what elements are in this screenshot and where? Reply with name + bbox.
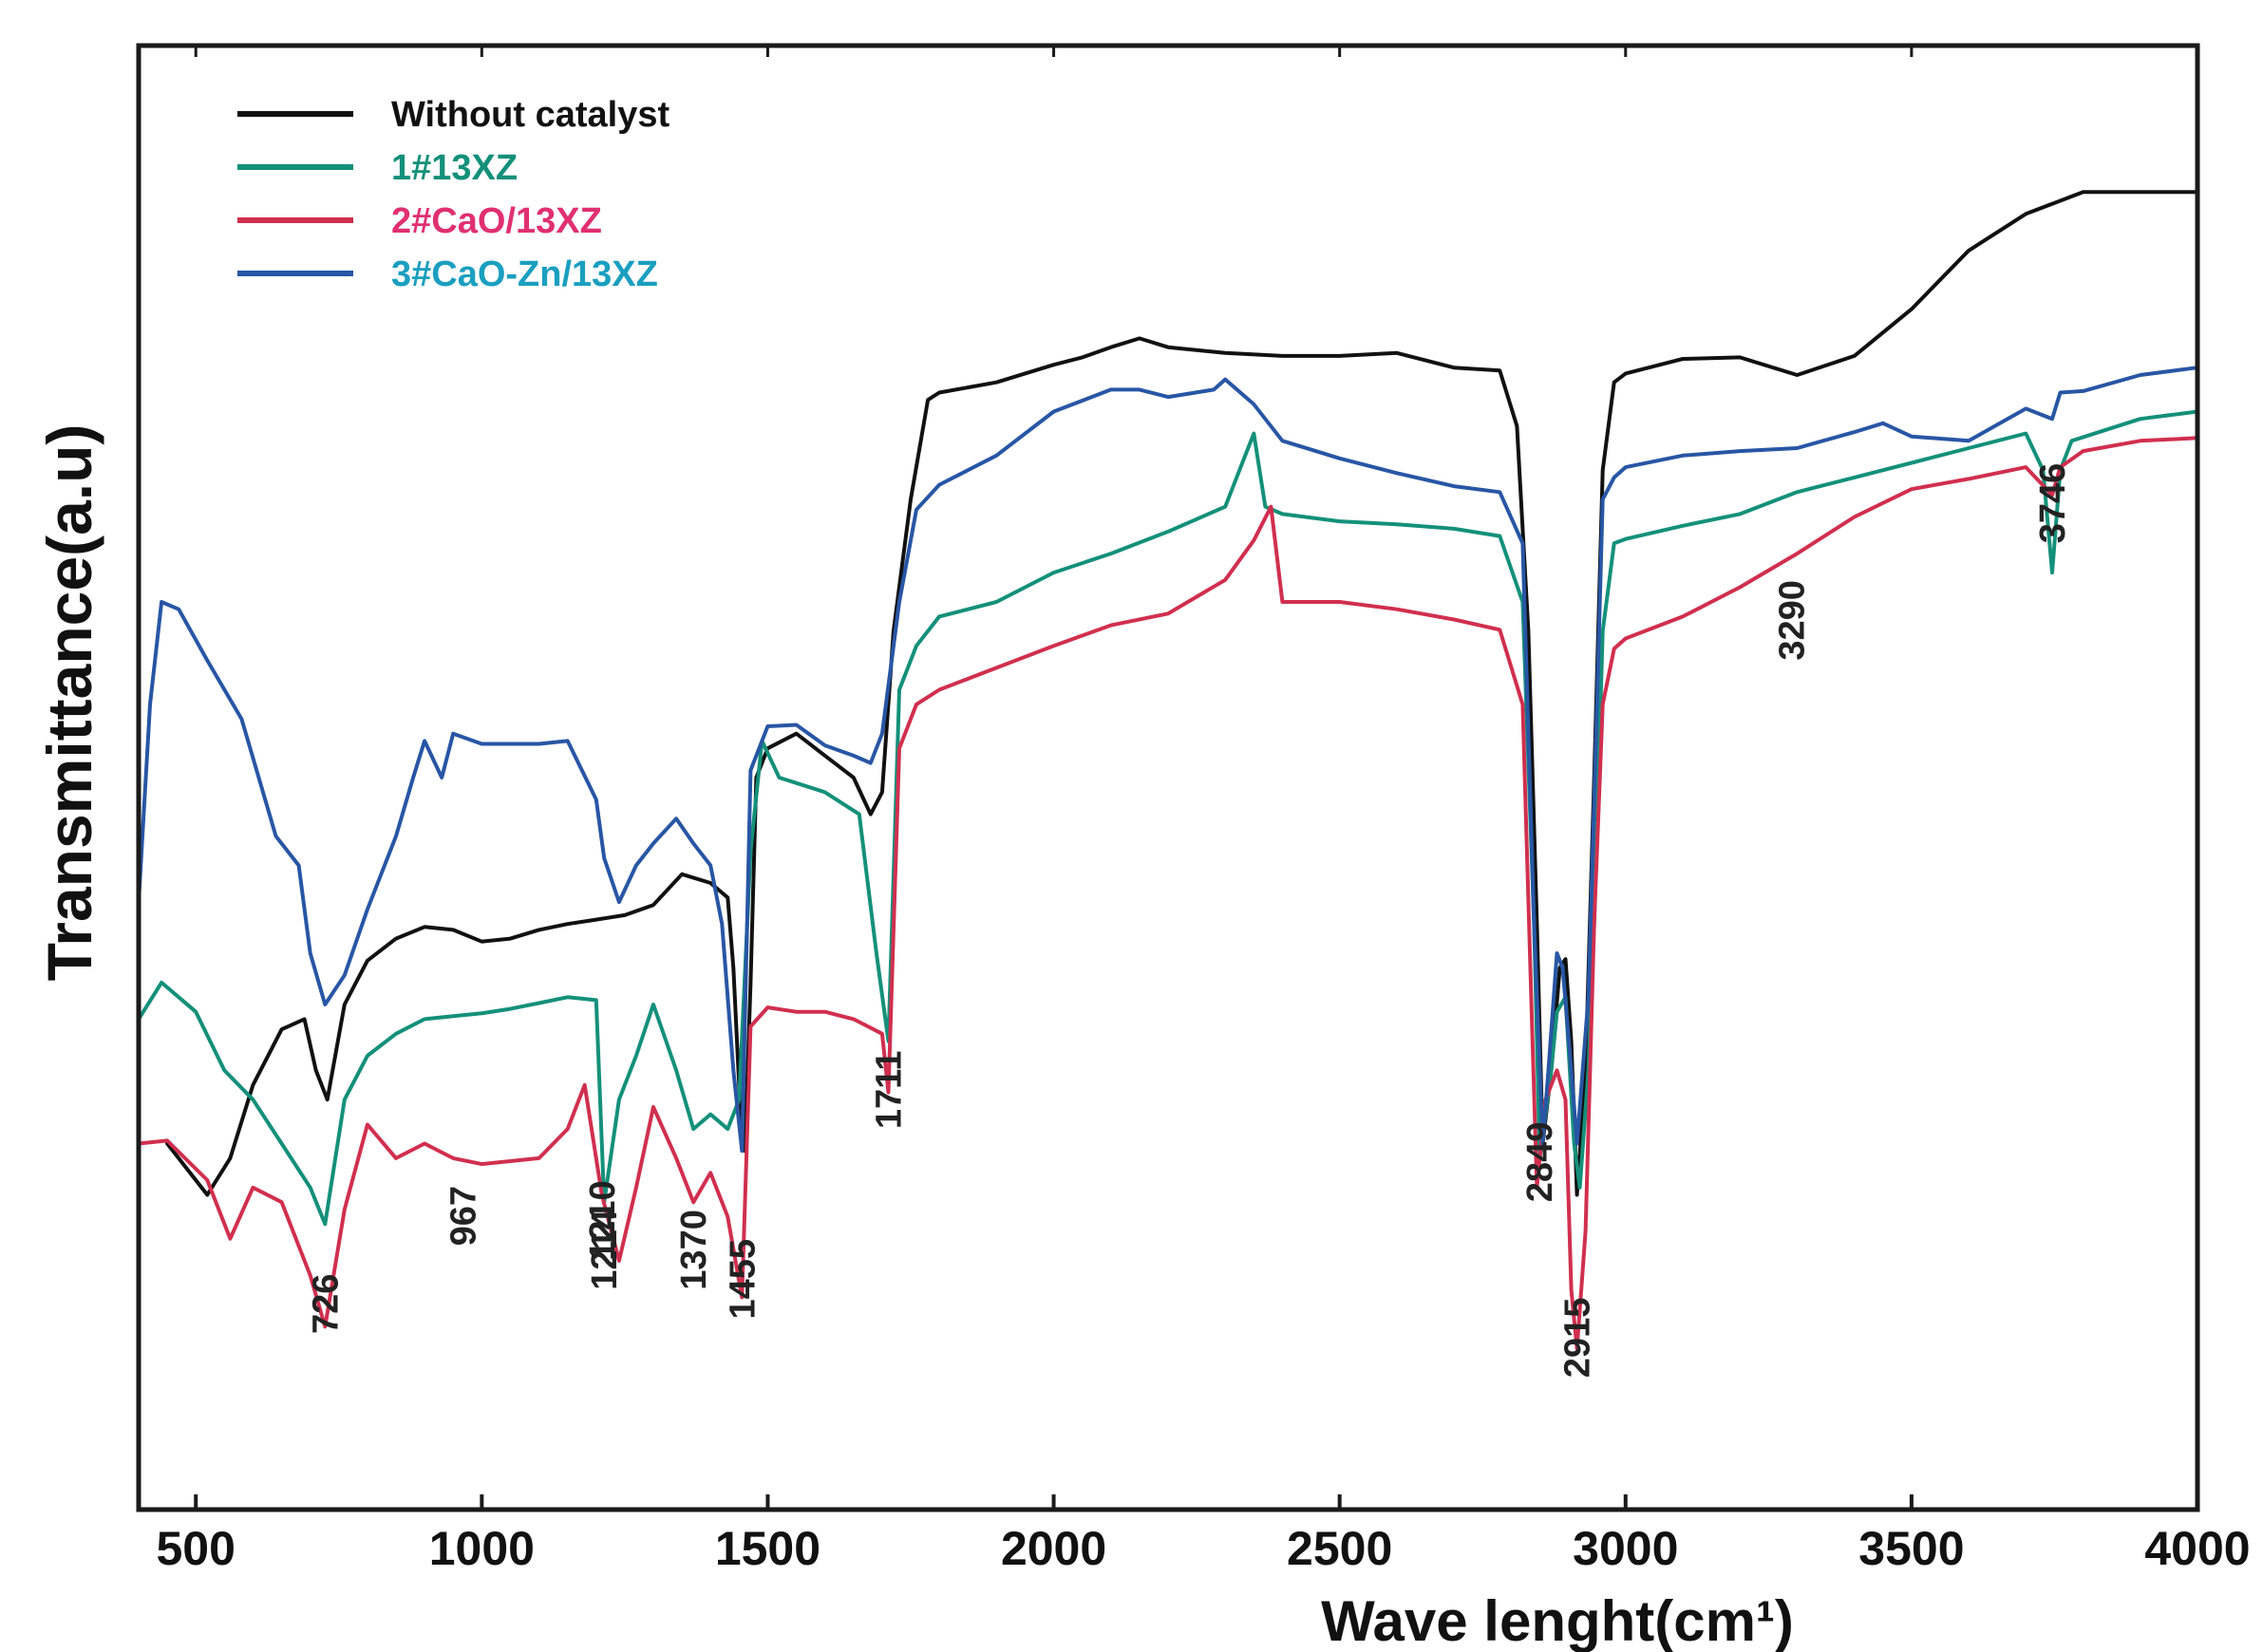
y-axis-title: Transmittance(a.u) [34, 424, 104, 982]
peak-label-1711: 1711 [870, 1051, 910, 1129]
peak-label-1210: 1210 [583, 1180, 623, 1261]
x-axis-title: Wave lenght(cm¹) [1321, 1589, 1794, 1652]
peak-label-1455: 1455 [723, 1239, 763, 1320]
x-axis: 500 1000 1500 2000 2500 3000 3500 4000 [157, 46, 2251, 1575]
x-tick-label: 4000 [2144, 1522, 2250, 1575]
series-line-2-cao-13xz [137, 436, 2199, 1351]
legend-label-without-catalyst: Without catalyst [391, 95, 669, 135]
series-line-1-13xz [137, 409, 2199, 1227]
x-tick-label: 1500 [715, 1522, 820, 1575]
legend-label-2-cao-13xz: 2#CaO/13XZ [391, 201, 602, 241]
peak-label-3290: 3290 [1772, 580, 1812, 661]
plot-frame [136, 43, 2200, 1512]
peak-label-2915: 2915 [1558, 1298, 1598, 1379]
x-tick-label: 2500 [1287, 1522, 1392, 1575]
legend: Without catalyst 1#13XZ 2#CaO/13XZ 3#CaO-Zn… [237, 95, 669, 294]
series-line-3-cao-zn-13xz [137, 366, 2199, 1154]
legend-label-3-cao-zn-13xz: 3#CaO-Zn/13XZ [391, 254, 658, 294]
peak-label-1370: 1370 [674, 1210, 714, 1290]
peak-label-2849: 2849 [1520, 1122, 1560, 1203]
x-tick-label: 500 [157, 1522, 236, 1575]
x-tick-label: 3000 [1573, 1522, 1678, 1575]
legend-label-1-13xz: 1#13XZ [391, 148, 518, 188]
x-tick-label: 1000 [429, 1522, 535, 1575]
x-tick-label: 3500 [1858, 1522, 1964, 1575]
peak-label-1214: 1214 [585, 1210, 625, 1290]
x-tick-label: 2000 [1001, 1522, 1106, 1575]
peak-label-967: 967 [444, 1186, 484, 1246]
peak-label-726: 726 [306, 1274, 346, 1334]
peak-label-3746: 3746 [2033, 463, 2073, 544]
series-layer [137, 190, 2199, 1351]
